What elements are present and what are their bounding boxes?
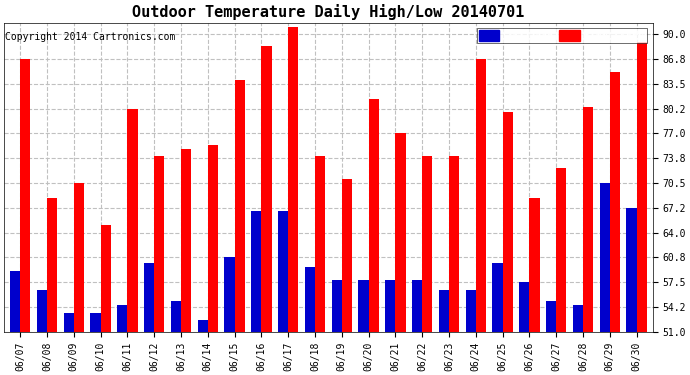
Bar: [197, 320, 208, 332]
Bar: [47, 198, 57, 332]
Bar: [288, 27, 298, 332]
Bar: [573, 305, 583, 332]
Bar: [315, 156, 325, 332]
Bar: [262, 46, 272, 332]
Bar: [412, 280, 422, 332]
Bar: [385, 280, 395, 332]
Bar: [422, 156, 433, 332]
Bar: [466, 290, 476, 332]
Bar: [439, 290, 449, 332]
Bar: [583, 106, 593, 332]
Legend: Low  (°F), High  (°F): Low (°F), High (°F): [477, 28, 647, 43]
Bar: [476, 58, 486, 332]
Bar: [600, 183, 610, 332]
Bar: [171, 301, 181, 332]
Bar: [101, 225, 111, 332]
Bar: [305, 267, 315, 332]
Bar: [251, 211, 262, 332]
Bar: [493, 263, 502, 332]
Bar: [368, 99, 379, 332]
Bar: [342, 179, 352, 332]
Bar: [332, 280, 342, 332]
Text: Copyright 2014 Cartronics.com: Copyright 2014 Cartronics.com: [6, 32, 176, 42]
Bar: [235, 80, 245, 332]
Bar: [155, 156, 164, 332]
Bar: [37, 290, 47, 332]
Bar: [181, 148, 191, 332]
Bar: [278, 211, 288, 332]
Bar: [10, 271, 20, 332]
Bar: [144, 263, 155, 332]
Bar: [358, 280, 368, 332]
Bar: [610, 72, 620, 332]
Bar: [627, 208, 637, 332]
Bar: [74, 183, 84, 332]
Bar: [117, 305, 128, 332]
Bar: [637, 42, 647, 332]
Bar: [224, 257, 235, 332]
Title: Outdoor Temperature Daily High/Low 20140701: Outdoor Temperature Daily High/Low 20140…: [132, 4, 524, 20]
Bar: [20, 58, 30, 332]
Bar: [208, 145, 218, 332]
Bar: [529, 198, 540, 332]
Bar: [519, 282, 529, 332]
Bar: [63, 313, 74, 332]
Bar: [546, 301, 556, 332]
Bar: [395, 134, 406, 332]
Bar: [556, 168, 566, 332]
Bar: [128, 109, 137, 332]
Bar: [90, 313, 101, 332]
Bar: [502, 112, 513, 332]
Bar: [449, 156, 459, 332]
